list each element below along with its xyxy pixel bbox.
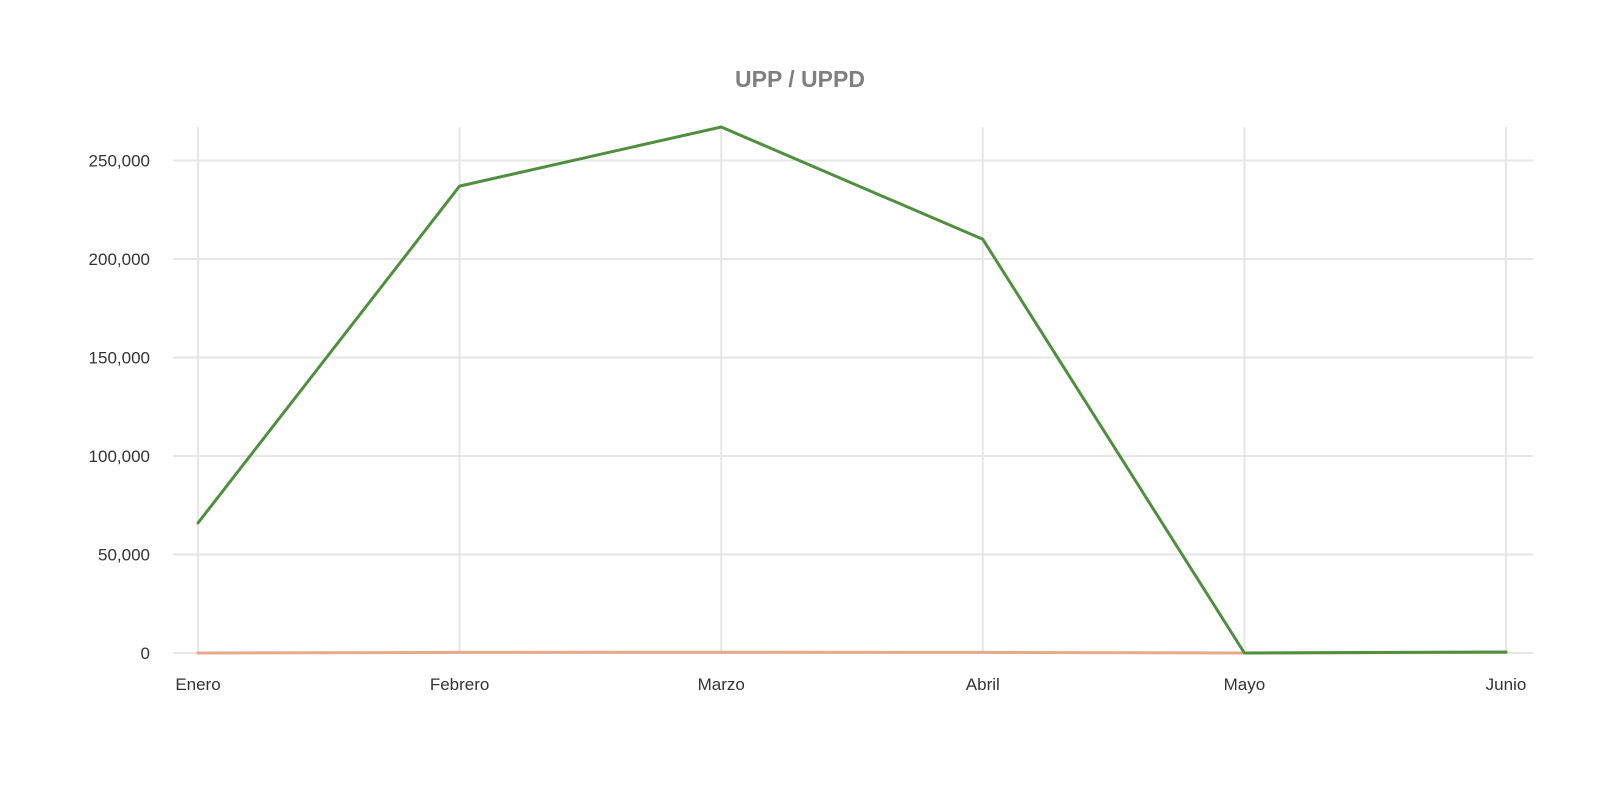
y-axis-ticks: 0 50,000 100,000 150,000 200,000 250,000 xyxy=(89,151,150,663)
x-tick-label: Mayo xyxy=(1224,675,1266,694)
x-tick-label: Marzo xyxy=(698,675,745,694)
y-grid xyxy=(173,159,1533,654)
x-axis-ticks: Enero Febrero Marzo Abril Mayo Junio xyxy=(175,675,1526,694)
x-tick-label: Febrero xyxy=(430,675,490,694)
series-line-2 xyxy=(196,125,1508,655)
y-tick-label: 200,000 xyxy=(89,250,150,269)
y-tick-label: 100,000 xyxy=(89,447,150,466)
y-tick-label: 150,000 xyxy=(89,348,150,367)
series-lines xyxy=(196,125,1508,655)
y-tick-label: 0 xyxy=(141,644,150,663)
x-grid xyxy=(197,127,1507,653)
chart-title: UPP / UPPD xyxy=(735,66,865,92)
x-tick-label: Abril xyxy=(966,675,1000,694)
y-tick-label: 50,000 xyxy=(98,545,150,564)
x-tick-label: Junio xyxy=(1486,675,1527,694)
x-tick-label: Enero xyxy=(175,675,220,694)
y-tick-label: 250,000 xyxy=(89,151,150,170)
